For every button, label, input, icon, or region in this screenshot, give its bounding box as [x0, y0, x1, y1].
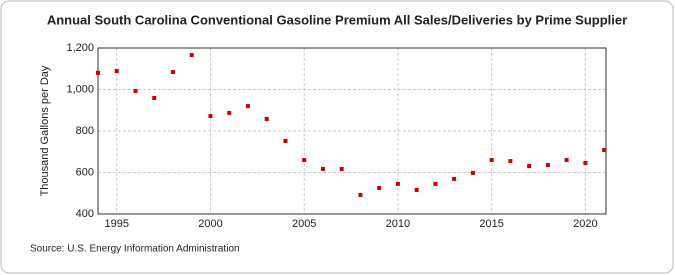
y-tick-label: 1,200 [66, 42, 94, 54]
x-tick-label: 1995 [105, 218, 129, 230]
point [414, 187, 419, 192]
x-tick-label: 2015 [479, 218, 503, 230]
point [527, 164, 532, 169]
point [264, 116, 269, 121]
point [283, 138, 288, 143]
point [377, 186, 382, 191]
point [320, 166, 325, 171]
point [133, 88, 138, 93]
x-tick-label: 2010 [386, 218, 410, 230]
source: Source: U.S. Energy Information Administ… [30, 244, 240, 255]
point [302, 158, 307, 163]
chart-title: Annual South Carolina Conventional Gasol… [47, 12, 627, 27]
point [433, 181, 438, 186]
y-tick-label: 600 [76, 166, 94, 178]
point [452, 176, 457, 181]
point [208, 114, 213, 119]
point [96, 70, 100, 75]
point [545, 163, 550, 168]
point [564, 158, 569, 163]
x-tick-label: 2005 [292, 218, 316, 230]
point [489, 158, 494, 163]
point [152, 96, 157, 101]
point [227, 110, 232, 115]
plot-border [97, 47, 607, 215]
x-tick-label: 2000 [198, 218, 222, 230]
point [339, 166, 344, 171]
y-tick-label: 400 [76, 208, 94, 220]
point [358, 192, 363, 197]
y-tick-label: 800 [76, 125, 94, 137]
point [395, 181, 400, 186]
point [602, 148, 607, 153]
point [508, 159, 513, 164]
x-tick-label: 2020 [573, 218, 597, 230]
point [583, 160, 588, 165]
point [170, 70, 175, 75]
y-axis-label: Thousand Gallons per Day [39, 65, 51, 196]
point [189, 53, 194, 58]
point [245, 104, 250, 109]
point [470, 170, 475, 175]
y-tick-label: 1,000 [66, 83, 94, 95]
point [114, 69, 119, 74]
